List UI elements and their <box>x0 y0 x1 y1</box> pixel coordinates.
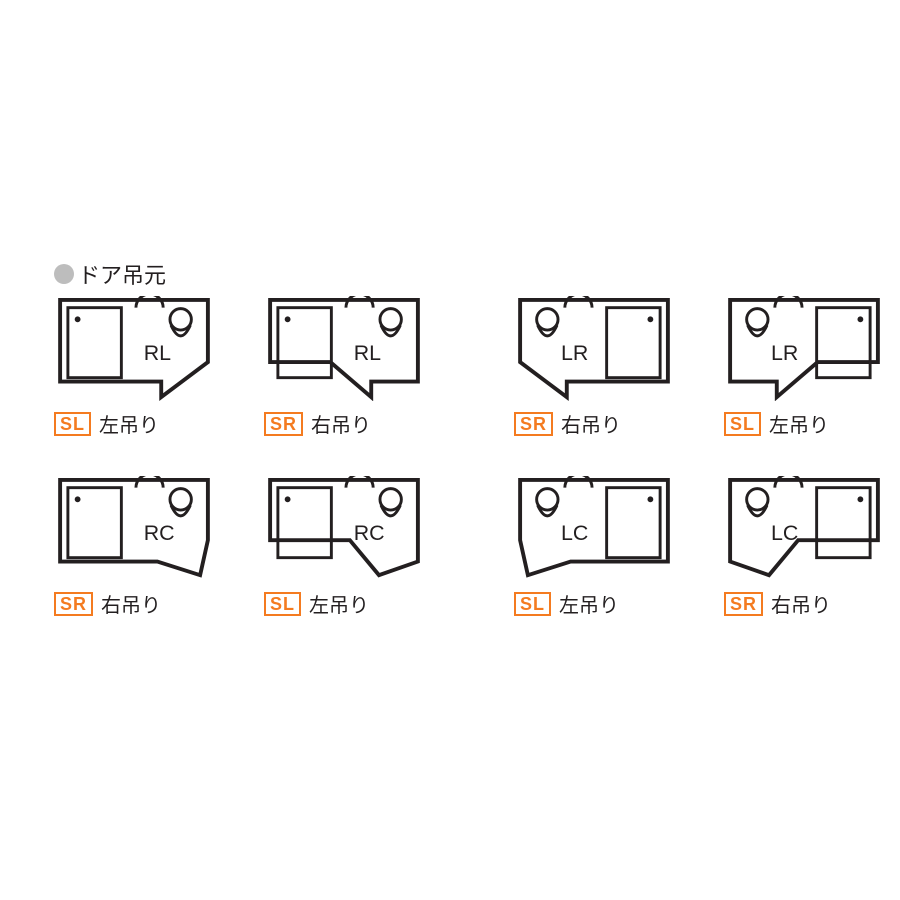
bullet-icon <box>54 264 74 284</box>
plan-grid: RL SL 左吊り RL SR 右吊り LR SR <box>54 296 856 646</box>
hinge-label: 右吊り <box>771 589 831 618</box>
hinge-code-badge: SL <box>514 592 551 616</box>
hinge-code-badge: SR <box>514 412 553 436</box>
plan-caption: SR 右吊り <box>54 589 226 618</box>
hinge-code-badge: SR <box>54 592 93 616</box>
floorplan-icon: LC <box>514 476 674 581</box>
svg-text:RL: RL <box>354 341 381 365</box>
plan-cell: RL SR 右吊り <box>264 296 436 466</box>
svg-text:RC: RC <box>354 521 385 545</box>
svg-text:LC: LC <box>771 521 798 545</box>
section-title-text: ドア吊元 <box>78 258 166 290</box>
plan-cell: RC SR 右吊り <box>54 476 226 646</box>
floorplan-icon: RL <box>264 296 424 401</box>
hinge-label: 右吊り <box>101 589 161 618</box>
plan-cell: LC SR 右吊り <box>724 476 856 646</box>
plan-cell: LC SL 左吊り <box>514 476 646 646</box>
hinge-code-badge: SL <box>264 592 301 616</box>
svg-text:LR: LR <box>771 341 798 365</box>
hinge-label: 左吊り <box>769 409 829 438</box>
plan-caption: SR 右吊り <box>514 409 646 438</box>
hinge-label: 左吊り <box>559 589 619 618</box>
plan-caption: SL 左吊り <box>724 409 856 438</box>
plan-caption: SL 左吊り <box>264 589 436 618</box>
svg-text:LR: LR <box>561 341 588 365</box>
floorplan-icon: RC <box>54 476 214 581</box>
hinge-code-badge: SL <box>724 412 761 436</box>
svg-text:LC: LC <box>561 521 588 545</box>
floorplan-icon: RL <box>54 296 214 401</box>
hinge-label: 右吊り <box>311 409 371 438</box>
plan-caption: SR 右吊り <box>264 409 436 438</box>
svg-text:RC: RC <box>144 521 175 545</box>
hinge-label: 左吊り <box>99 409 159 438</box>
plan-cell: RC SL 左吊り <box>264 476 436 646</box>
floorplan-icon: LR <box>724 296 884 401</box>
svg-text:RL: RL <box>144 341 171 365</box>
hinge-code-badge: SL <box>54 412 91 436</box>
floorplan-icon: RC <box>264 476 424 581</box>
hinge-label: 左吊り <box>309 589 369 618</box>
plan-cell: LR SR 右吊り <box>514 296 646 466</box>
plan-caption: SL 左吊り <box>54 409 226 438</box>
plan-caption: SR 右吊り <box>724 589 856 618</box>
hinge-code-badge: SR <box>724 592 763 616</box>
section-title: ドア吊元 <box>54 258 166 290</box>
plan-cell: RL SL 左吊り <box>54 296 226 466</box>
plan-cell: LR SL 左吊り <box>724 296 856 466</box>
hinge-label: 右吊り <box>561 409 621 438</box>
hinge-code-badge: SR <box>264 412 303 436</box>
plan-caption: SL 左吊り <box>514 589 646 618</box>
floorplan-icon: LC <box>724 476 884 581</box>
floorplan-icon: LR <box>514 296 674 401</box>
